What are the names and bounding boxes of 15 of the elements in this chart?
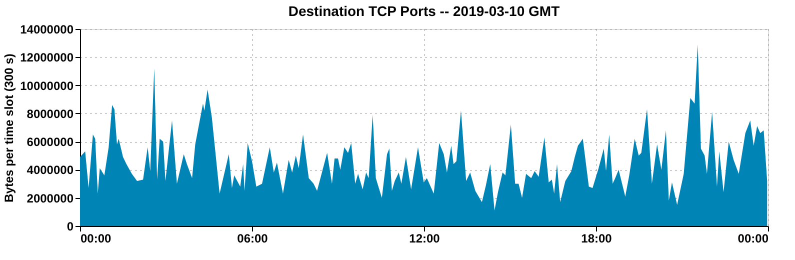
x-tick-label: 18:00 [581,232,612,246]
x-tick-label: 00:00 [738,232,769,246]
y-tick-label: 2000000 [26,191,74,206]
chart-title: Destination TCP Ports -- 2019-03-10 GMT [288,3,560,19]
y-tick-label: 4000000 [26,163,74,178]
y-tick-label: 0 [66,220,74,234]
y-axis-title: Bytes per time slot (300 s) [2,54,16,202]
y-tick-label: 14000000 [20,22,74,36]
y-tick-label: 10000000 [20,78,74,93]
x-tick-label: 06:00 [237,232,268,246]
y-tick-label: 6000000 [26,135,74,150]
y-tick-label: 8000000 [26,106,74,121]
x-tick-label: 00:00 [80,232,112,246]
x-tick-label: 12:00 [409,232,440,246]
y-tick-label: 12000000 [20,50,74,65]
